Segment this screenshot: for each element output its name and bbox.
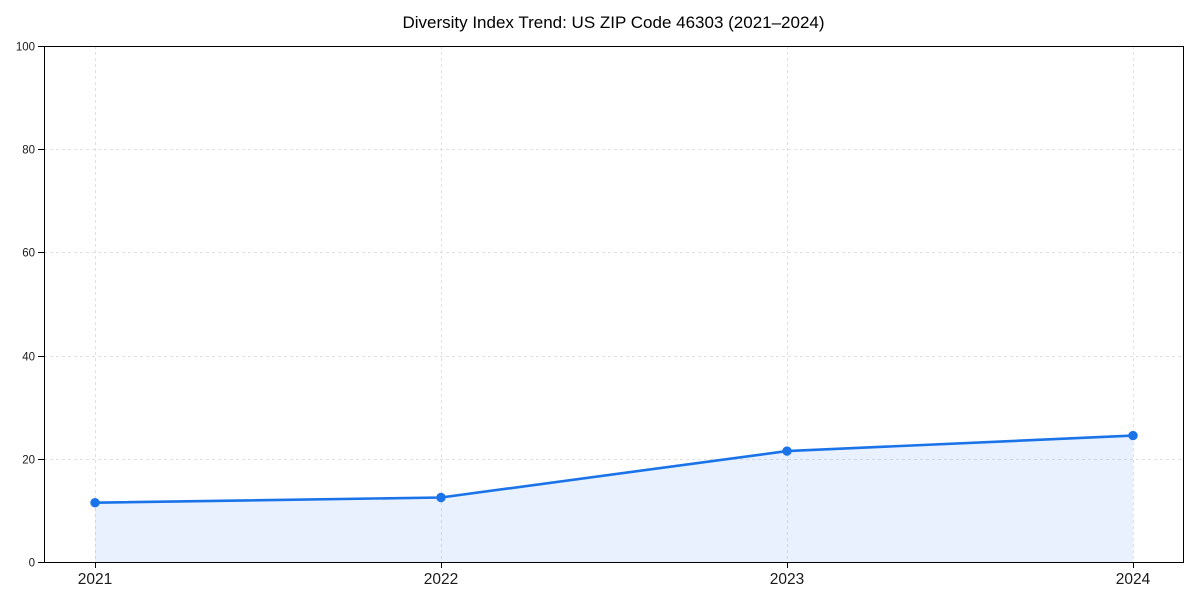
data-markers: [90, 430, 1138, 508]
data-point: [436, 492, 446, 503]
y-tick-label: 40: [22, 352, 35, 364]
data-point: [90, 497, 100, 508]
chart-title: Diversity Index Trend: US ZIP Code 46303…: [402, 13, 825, 32]
x-tick-label: 2023: [770, 571, 804, 588]
y-axis: 0 20 40 60 80 100: [16, 42, 44, 570]
y-tick-label: 20: [22, 455, 35, 467]
x-axis: 2021 2022 2023 2024: [78, 562, 1151, 588]
area-fill: [95, 435, 1133, 562]
x-tick-label: 2021: [78, 571, 112, 588]
y-tick-label: 80: [22, 145, 35, 157]
y-tick-label: 0: [29, 558, 35, 570]
y-tick-label: 60: [22, 248, 35, 260]
x-tick-label: 2024: [1116, 571, 1151, 588]
data-point: [782, 446, 792, 456]
y-tick-label: 100: [16, 42, 35, 54]
x-tick-label: 2022: [424, 571, 458, 588]
data-point: [1128, 430, 1138, 441]
axes-frame: [44, 46, 1184, 563]
data-line: [93, 434, 1135, 504]
